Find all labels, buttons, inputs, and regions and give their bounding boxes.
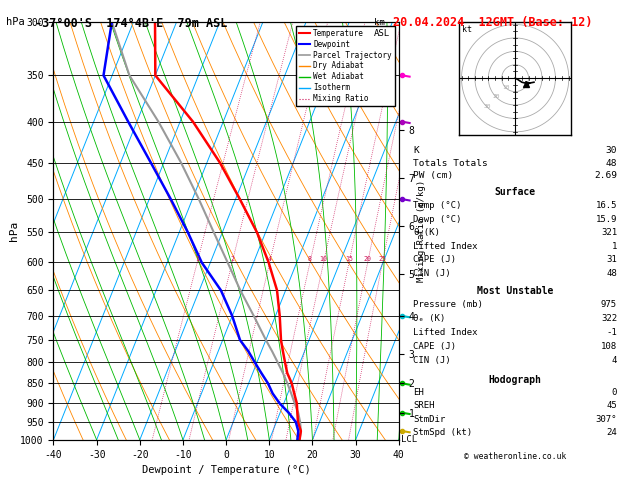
Text: SREH: SREH [413, 401, 435, 410]
Text: 108: 108 [601, 342, 617, 351]
Text: 30: 30 [483, 104, 491, 109]
Text: LCL: LCL [401, 435, 417, 444]
Text: EH: EH [413, 388, 424, 397]
Text: PW (cm): PW (cm) [413, 171, 454, 180]
Text: CAPE (J): CAPE (J) [413, 256, 456, 264]
Y-axis label: hPa: hPa [9, 221, 19, 241]
Text: Temp (°C): Temp (°C) [413, 201, 462, 210]
Text: 4: 4 [611, 356, 617, 365]
Text: 45: 45 [606, 401, 617, 410]
Text: 322: 322 [601, 314, 617, 323]
Text: Hodograph: Hodograph [489, 375, 542, 385]
Text: Pressure (mb): Pressure (mb) [413, 300, 483, 309]
Text: 2: 2 [230, 257, 234, 262]
Text: 16.5: 16.5 [596, 201, 617, 210]
Text: 15.9: 15.9 [596, 215, 617, 224]
Text: Surface: Surface [494, 187, 536, 197]
Text: 15: 15 [345, 257, 353, 262]
Text: 8: 8 [308, 257, 312, 262]
Text: Lifted Index: Lifted Index [413, 242, 478, 251]
Y-axis label: Mixing Ratio (g/kg): Mixing Ratio (g/kg) [417, 180, 426, 282]
Text: 48: 48 [606, 269, 617, 278]
Text: 25: 25 [379, 257, 386, 262]
Text: Dewp (°C): Dewp (°C) [413, 215, 462, 224]
Text: CIN (J): CIN (J) [413, 269, 451, 278]
Text: 975: 975 [601, 300, 617, 309]
Text: 48: 48 [606, 158, 617, 168]
Text: 1: 1 [611, 242, 617, 251]
Text: km: km [374, 18, 385, 28]
Text: Totals Totals: Totals Totals [413, 158, 488, 168]
Text: -1: -1 [606, 329, 617, 337]
Text: 20: 20 [364, 257, 372, 262]
Text: hPa: hPa [6, 17, 25, 27]
Text: θₑ(K): θₑ(K) [413, 228, 440, 237]
Text: StmDir: StmDir [413, 415, 445, 423]
Text: 10: 10 [320, 257, 328, 262]
Text: CAPE (J): CAPE (J) [413, 342, 456, 351]
Text: -37°00'S  174°4B'E  79m ASL: -37°00'S 174°4B'E 79m ASL [35, 17, 227, 30]
Text: © weatheronline.co.uk: © weatheronline.co.uk [464, 452, 566, 461]
Text: 30: 30 [606, 146, 617, 156]
Text: kt: kt [462, 25, 472, 34]
Text: θₑ (K): θₑ (K) [413, 314, 445, 323]
X-axis label: Dewpoint / Temperature (°C): Dewpoint / Temperature (°C) [142, 465, 311, 475]
Text: 20.04.2024  12GMT (Base: 12): 20.04.2024 12GMT (Base: 12) [393, 16, 593, 29]
Text: 20: 20 [493, 94, 500, 100]
Text: 24: 24 [606, 428, 617, 437]
Text: ASL: ASL [374, 29, 391, 38]
Text: 31: 31 [606, 256, 617, 264]
Text: 321: 321 [601, 228, 617, 237]
Text: CIN (J): CIN (J) [413, 356, 451, 365]
Legend: Temperature, Dewpoint, Parcel Trajectory, Dry Adiabat, Wet Adiabat, Isotherm, Mi: Temperature, Dewpoint, Parcel Trajectory… [296, 26, 395, 106]
Text: StmSpd (kt): StmSpd (kt) [413, 428, 472, 437]
Text: 0: 0 [611, 388, 617, 397]
Text: 2.69: 2.69 [594, 171, 617, 180]
Text: 1: 1 [195, 257, 199, 262]
Text: 307°: 307° [596, 415, 617, 423]
Text: 10: 10 [502, 85, 509, 90]
Text: 4: 4 [268, 257, 272, 262]
Text: Most Unstable: Most Unstable [477, 286, 554, 296]
Text: Lifted Index: Lifted Index [413, 329, 478, 337]
Text: K: K [413, 146, 419, 156]
